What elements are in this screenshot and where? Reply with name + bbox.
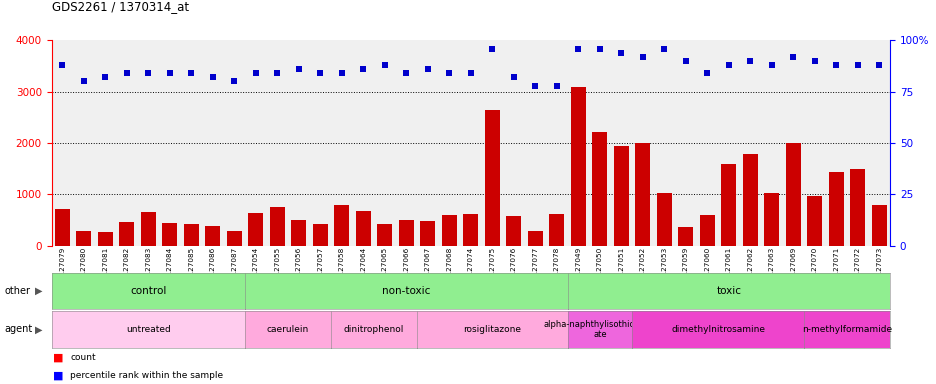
Point (270, 70, 285, 76)
Text: agent: agent (5, 324, 33, 334)
Text: other: other (5, 286, 31, 296)
Point (119, 70, 134, 76)
Point (635, 54, 650, 60)
Point (505, 74, 520, 80)
Bar (527, 231, 542, 246)
Bar (721, 164, 736, 246)
Bar (356, 211, 371, 246)
Text: ■: ■ (53, 371, 64, 381)
Text: rosiglitazone: rosiglitazone (462, 325, 520, 334)
Point (699, 70, 714, 76)
Point (334, 70, 349, 76)
Bar (162, 223, 177, 246)
Point (548, 83, 563, 89)
Text: dinitrophenol: dinitrophenol (344, 325, 403, 334)
Point (721, 62, 736, 68)
Text: alpha-naphthylisothiocyan
ate: alpha-naphthylisothiocyan ate (544, 319, 655, 339)
Point (592, 45, 607, 51)
Bar (462, 214, 478, 246)
Bar (97, 232, 112, 246)
Bar (140, 212, 155, 246)
Text: non-toxic: non-toxic (382, 286, 430, 296)
Text: dimethylnitrosamine: dimethylnitrosamine (670, 325, 765, 334)
Bar (291, 220, 306, 246)
Bar (548, 214, 563, 246)
Text: GDS2261 / 1370314_at: GDS2261 / 1370314_at (51, 0, 188, 13)
Bar (505, 217, 520, 246)
Bar (613, 146, 628, 246)
Point (678, 58, 693, 64)
Bar (828, 172, 843, 246)
Text: caerulein: caerulein (267, 325, 309, 334)
Text: untreated: untreated (125, 325, 170, 334)
Bar (850, 169, 865, 246)
Point (140, 70, 155, 76)
Bar (399, 220, 414, 246)
Point (291, 66, 306, 72)
Bar (119, 222, 134, 246)
Point (785, 54, 800, 60)
Point (570, 45, 585, 51)
Bar (76, 231, 91, 246)
Point (871, 62, 886, 68)
Text: ▶: ▶ (35, 286, 42, 296)
Bar (484, 110, 499, 246)
Point (656, 45, 671, 51)
Point (356, 66, 371, 72)
Bar (54, 209, 70, 246)
Bar (420, 220, 435, 246)
Bar (678, 227, 693, 246)
Bar (656, 193, 671, 246)
Bar (570, 86, 585, 246)
Point (227, 78, 241, 84)
Bar (377, 223, 392, 246)
Point (205, 74, 220, 80)
Bar (270, 207, 285, 246)
Bar (699, 215, 714, 246)
Point (613, 50, 628, 56)
Text: n-methylformamide: n-methylformamide (801, 325, 891, 334)
Point (807, 58, 822, 64)
Point (442, 70, 457, 76)
Text: ▶: ▶ (35, 324, 42, 334)
Point (527, 83, 542, 89)
Point (162, 70, 177, 76)
Bar (227, 232, 241, 246)
Point (742, 58, 757, 64)
Point (248, 70, 263, 76)
Bar (592, 132, 607, 246)
Text: ■: ■ (53, 353, 64, 363)
Bar (248, 214, 263, 246)
Point (399, 70, 414, 76)
Bar (870, 205, 886, 246)
Text: toxic: toxic (716, 286, 740, 296)
Point (183, 70, 198, 76)
Bar (442, 215, 457, 246)
Text: percentile rank within the sample: percentile rank within the sample (70, 371, 223, 380)
Bar (807, 197, 822, 246)
Point (764, 62, 779, 68)
Bar (785, 142, 800, 246)
Bar (183, 224, 198, 246)
Point (97, 74, 112, 80)
Point (850, 62, 865, 68)
Point (463, 70, 478, 76)
Bar (742, 154, 757, 246)
Text: control: control (130, 286, 167, 296)
Point (377, 62, 392, 68)
Bar (764, 194, 779, 246)
Bar (205, 226, 220, 246)
Point (76, 78, 91, 84)
Bar (334, 205, 349, 246)
Text: count: count (70, 353, 95, 362)
Point (313, 70, 328, 76)
Bar (313, 223, 328, 246)
Bar (635, 142, 650, 246)
Point (828, 62, 843, 68)
Point (54, 62, 69, 68)
Point (484, 45, 499, 51)
Point (420, 66, 435, 72)
